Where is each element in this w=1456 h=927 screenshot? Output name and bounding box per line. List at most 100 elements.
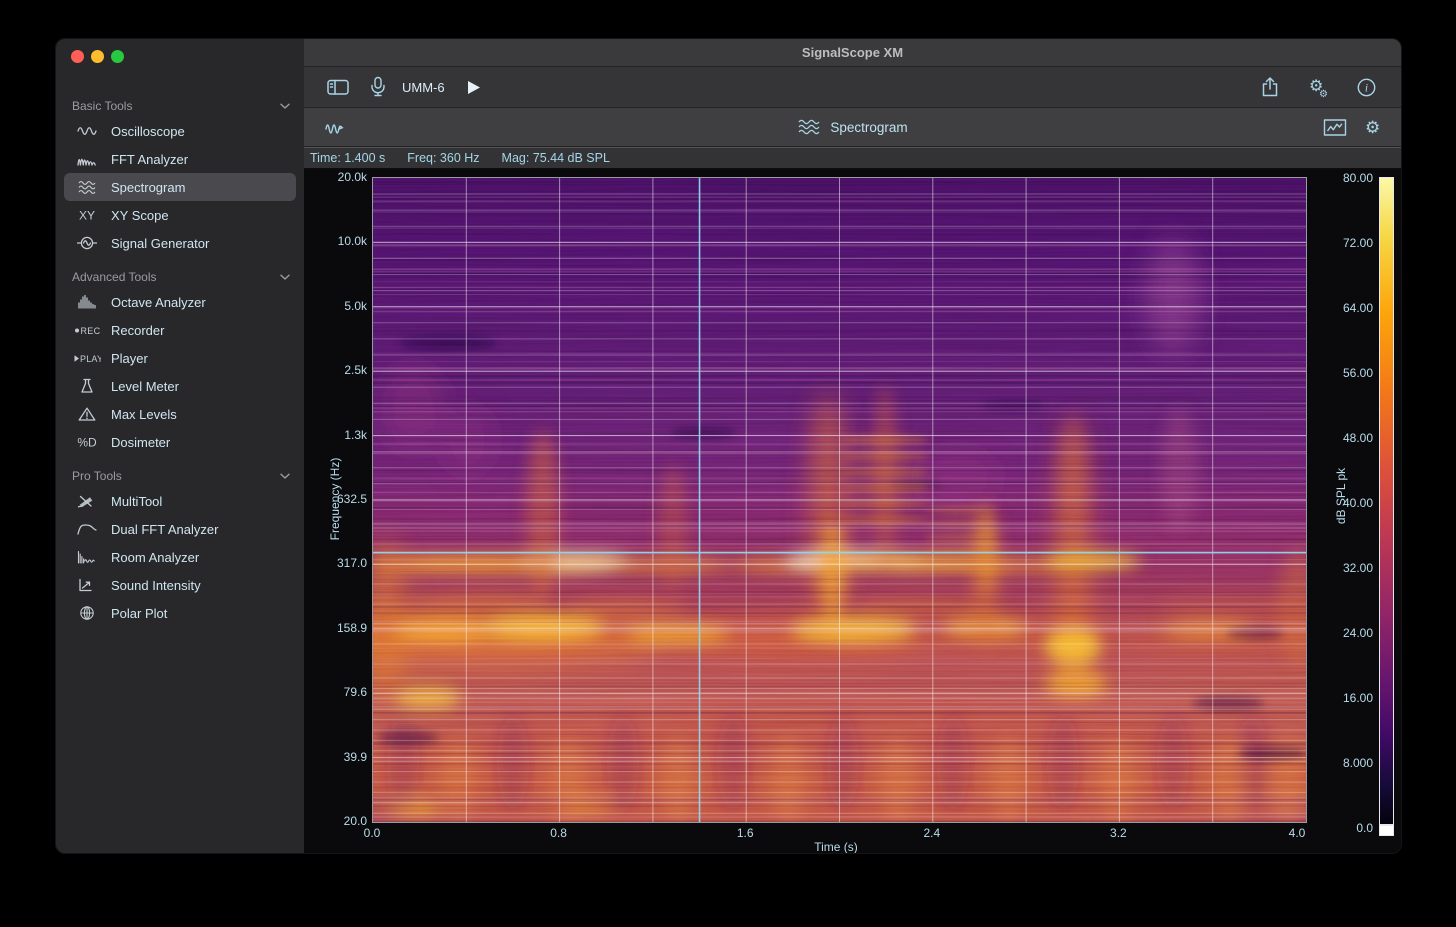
share-button[interactable]: [1260, 76, 1280, 98]
sidebar-item-spectrogram[interactable]: Spectrogram: [56, 173, 304, 201]
run-button[interactable]: [467, 80, 481, 95]
sidebar-toggle-button[interactable]: [326, 77, 350, 97]
octave-analyzer-icon: [72, 294, 102, 310]
section-header-basic-tools[interactable]: Basic Tools: [56, 95, 304, 117]
frequency-tick-label: 10.0k: [337, 234, 367, 249]
traffic-lights: [71, 50, 124, 63]
sidebar-item-dosimeter[interactable]: %D Dosimeter: [56, 428, 304, 456]
time-axis-label: Time (s): [814, 840, 858, 854]
device-label[interactable]: UMM-6: [402, 79, 445, 95]
colorbar-tick-label: 40.00: [1342, 496, 1373, 510]
gears-icon: ⚙ ⚙: [1306, 75, 1330, 99]
signal-flow-button[interactable]: [324, 118, 346, 136]
colorbar-tick-label: 32.00: [1342, 561, 1373, 575]
sidebar-item-player[interactable]: PLAY Player: [56, 344, 304, 372]
time-tick-label: 2.4: [923, 826, 941, 840]
section-label: Advanced Tools: [72, 270, 157, 284]
sidebar-item-signal-generator[interactable]: Signal Generator: [56, 229, 304, 257]
colorbar[interactable]: [1379, 177, 1394, 825]
sidebar-item-label: Spectrogram: [111, 179, 186, 195]
minimize-window-button[interactable]: [91, 50, 104, 63]
multitool-icon: [72, 493, 102, 509]
sidebar-item-oscilloscope[interactable]: Oscilloscope: [56, 117, 304, 145]
time-tick-label: 3.2: [1110, 826, 1127, 840]
cursor-time-readout: Time: 1.400 s: [310, 151, 386, 165]
colorbar-tick-label: 56.00: [1342, 366, 1373, 380]
sidebar-item-label: Max Levels: [111, 406, 177, 422]
section-header-advanced-tools[interactable]: Advanced Tools: [56, 266, 304, 288]
view-settings-button[interactable]: ⚙: [1363, 116, 1385, 138]
sidebar-item-label: Room Analyzer: [111, 549, 200, 565]
info-icon: i: [1356, 77, 1377, 98]
svg-text:⚙: ⚙: [1319, 89, 1328, 99]
sidebar-item-sound-intensity[interactable]: Sound Intensity: [56, 571, 304, 599]
close-window-button[interactable]: [71, 50, 84, 63]
sidebar-item-octave-analyzer[interactable]: Octave Analyzer: [56, 288, 304, 316]
oscilloscope-icon: [72, 123, 102, 139]
time-tick-label: 4.0: [1288, 826, 1306, 840]
frequency-tick-label: 2.5k: [344, 363, 367, 378]
section-header-pro-tools[interactable]: Pro Tools: [56, 465, 304, 487]
time-tick-label: 0.0: [363, 826, 381, 840]
spectrogram-icon: [797, 118, 821, 136]
plot-gridlines: [373, 178, 1306, 822]
sidebar-item-dual-fft-analyzer[interactable]: Dual FFT Analyzer: [56, 515, 304, 543]
chart-display-icon: [1323, 118, 1347, 137]
colorbar-tick-label: 80.00: [1342, 171, 1373, 185]
sidebar-item-label: Oscilloscope: [111, 123, 185, 139]
chevron-down-icon: [280, 274, 290, 281]
spectrogram-icon: [72, 179, 102, 195]
sidebar-item-max-levels[interactable]: Max Levels: [56, 400, 304, 428]
chevron-down-icon: [280, 473, 290, 480]
sidebar-item-polar-plot[interactable]: Polar Plot: [56, 599, 304, 627]
sidebar-item-label: Level Meter: [111, 378, 179, 394]
sidebar-item-multitool[interactable]: MultiTool: [56, 487, 304, 515]
tool-list: Basic Tools Oscilloscope FFT Analyzer Spect…: [56, 67, 304, 853]
svg-text:REC: REC: [81, 326, 101, 336]
sidebar-item-recorder[interactable]: REC Recorder: [56, 316, 304, 344]
colorbar-underflow-box: [1379, 825, 1394, 836]
dual-fft-analyzer-icon: [72, 521, 102, 537]
chart-display-button[interactable]: [1323, 118, 1347, 137]
settings-button[interactable]: ⚙ ⚙: [1306, 75, 1330, 99]
colorbar-tick-label: 24.00: [1342, 626, 1373, 640]
level-meter-icon: [72, 378, 102, 394]
sidebar-item-level-meter[interactable]: Level Meter: [56, 372, 304, 400]
play-icon: [467, 80, 481, 95]
sidebar-item-fft-analyzer[interactable]: FFT Analyzer: [56, 145, 304, 173]
frequency-tick-label: 632.5: [336, 492, 367, 506]
colorbar-tick-label: 48.00: [1342, 431, 1373, 445]
info-button[interactable]: i: [1356, 77, 1377, 98]
cursor-mag-readout: Mag: 75.44 dB SPL: [501, 151, 610, 165]
input-device-button[interactable]: [368, 76, 388, 98]
svg-text:%D: %D: [77, 436, 97, 450]
frequency-tick-label: 1.3k: [344, 427, 367, 442]
sidebar: Basic Tools Oscilloscope FFT Analyzer Spect…: [56, 39, 305, 853]
view-title: Spectrogram: [830, 119, 908, 135]
frequency-tick-label: 20.0: [343, 814, 367, 828]
view-header: Spectrogram ⚙: [304, 108, 1401, 147]
section-label: Basic Tools: [72, 99, 133, 113]
spectrogram-plot[interactable]: [372, 177, 1307, 823]
sidebar-item-xy-scope[interactable]: XY XY Scope: [56, 201, 304, 229]
frequency-tick-label: 317.0: [336, 556, 367, 571]
app-window: Basic Tools Oscilloscope FFT Analyzer Spect…: [55, 38, 1402, 854]
sidebar-item-room-analyzer[interactable]: Room Analyzer: [56, 543, 304, 571]
svg-text:PLAY: PLAY: [80, 354, 101, 364]
svg-text:XY: XY: [79, 209, 95, 223]
sound-intensity-icon: [72, 577, 102, 593]
sidebar-item-label: Octave Analyzer: [111, 294, 206, 310]
time-tick-label: 0.8: [550, 826, 567, 840]
zoom-window-button[interactable]: [111, 50, 124, 63]
sidebar-item-label: XY Scope: [111, 207, 169, 223]
player-icon: PLAY: [72, 350, 102, 366]
frequency-tick-label: 20.0k: [337, 170, 367, 184]
svg-text:i: i: [1365, 82, 1368, 94]
colorbar-tick-label: 0.0: [1356, 821, 1373, 835]
frequency-tick-label: 5.0k: [344, 298, 367, 313]
plot-region: 20.0k 10.0k 5.0k 2.5k 1.3k 632.5 317.0 158.9 79.…: [304, 169, 1401, 853]
title-bar[interactable]: SignalScope XM: [304, 39, 1401, 67]
main-toolbar: UMM-6 ⚙ ⚙: [304, 67, 1401, 108]
sidebar-item-label: Recorder: [111, 322, 165, 338]
